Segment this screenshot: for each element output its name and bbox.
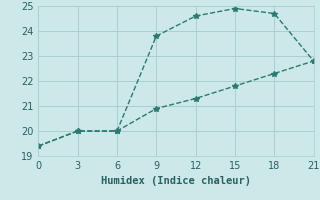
- X-axis label: Humidex (Indice chaleur): Humidex (Indice chaleur): [101, 176, 251, 186]
